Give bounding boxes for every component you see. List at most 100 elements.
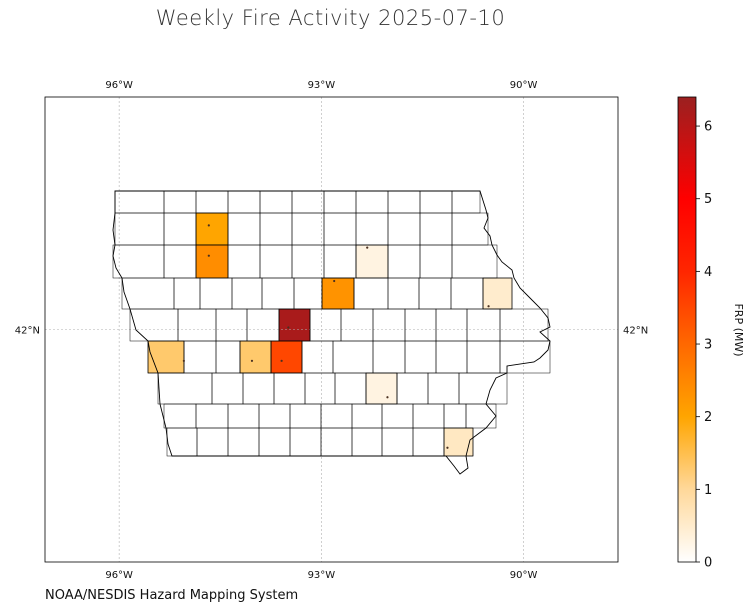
county [121, 277, 175, 310]
county [351, 403, 383, 429]
fire-county [278, 308, 311, 342]
county [466, 340, 501, 374]
county [166, 427, 198, 457]
colorbar-tick-label: 2 [704, 410, 712, 425]
county [323, 212, 357, 246]
colorbar-tick-label: 0 [704, 556, 712, 571]
fire-county [355, 244, 389, 279]
county [381, 427, 414, 457]
county [451, 190, 481, 214]
county [293, 277, 323, 310]
fire-points [182, 224, 490, 449]
fire-point [446, 446, 449, 449]
data-source-credit: NOAA/NESDIS Hazard Mapping System [45, 588, 299, 603]
county [320, 427, 353, 457]
longitude-ticks: 96°W 96°W 93°W 93°W 90°W 90°W [105, 80, 537, 581]
fire-point [207, 224, 210, 227]
county [227, 212, 261, 246]
county [323, 244, 357, 279]
fire-county [239, 340, 272, 374]
county [304, 372, 336, 405]
fire-county [147, 340, 185, 374]
county [372, 308, 406, 342]
county [412, 403, 445, 429]
county [372, 340, 406, 374]
county [451, 244, 498, 279]
colorbar-tick-label: 4 [704, 265, 712, 280]
fire-point [182, 359, 185, 362]
fire-county [482, 277, 513, 310]
county [195, 403, 229, 429]
iowa-outline [112, 190, 551, 475]
fire-point [207, 254, 210, 257]
county [451, 212, 489, 246]
county [289, 403, 322, 429]
county [163, 403, 197, 429]
county [261, 277, 295, 310]
colorbar-tick-label: 6 [704, 120, 712, 135]
county [199, 277, 233, 310]
county [427, 372, 460, 405]
county [196, 427, 229, 457]
county [320, 403, 353, 429]
county [301, 340, 334, 374]
county [215, 308, 248, 342]
county [387, 277, 420, 310]
fire-point [280, 359, 283, 362]
state-outline [112, 190, 551, 475]
fire-point [487, 305, 490, 308]
county [435, 308, 468, 342]
county-borders [112, 190, 551, 457]
county [273, 372, 306, 405]
fire-point [386, 396, 389, 399]
county [309, 308, 342, 342]
county [419, 190, 453, 214]
lon-tick-label-bottom: 90°W [510, 570, 538, 581]
lon-tick-label-bottom: 93°W [308, 570, 336, 581]
county [242, 372, 275, 405]
county [163, 244, 197, 279]
lon-tick-label-top: 90°W [510, 80, 538, 91]
fire-county [195, 212, 229, 246]
fire-point [366, 246, 369, 249]
county [404, 340, 437, 374]
colorbar-ticks: 0 1 2 3 4 5 6 [696, 120, 712, 571]
county [163, 190, 197, 214]
county [419, 244, 453, 279]
fire-point [287, 326, 290, 329]
map-title: Weekly Fire Activity 2025-07-10 [155, 6, 506, 30]
county [381, 403, 414, 429]
colorbar-tick-label: 3 [704, 338, 712, 353]
county [177, 308, 217, 342]
map-frame [44, 96, 619, 563]
county [404, 308, 437, 342]
county [323, 190, 357, 214]
fire-county [365, 372, 398, 405]
county [499, 340, 551, 374]
county [259, 244, 293, 279]
county [259, 190, 293, 214]
county [419, 212, 453, 246]
county [227, 427, 260, 457]
county [443, 403, 467, 429]
county [195, 190, 229, 214]
fire-county [195, 244, 229, 279]
county [435, 340, 468, 374]
county [291, 190, 325, 214]
latitude-ticks: 42°N 42°N [15, 326, 648, 337]
county [418, 277, 452, 310]
lat-tick-label-left: 42°N [15, 326, 40, 337]
county [450, 277, 484, 310]
county [289, 427, 322, 457]
county [114, 190, 165, 214]
county [157, 372, 213, 405]
county [258, 427, 291, 457]
county [231, 277, 263, 310]
county [396, 372, 429, 405]
county [412, 427, 445, 457]
fire-county [270, 340, 303, 374]
county [114, 212, 165, 246]
colorbar-label: FRP (MW) [732, 303, 745, 356]
county [387, 190, 421, 214]
county [112, 244, 165, 279]
